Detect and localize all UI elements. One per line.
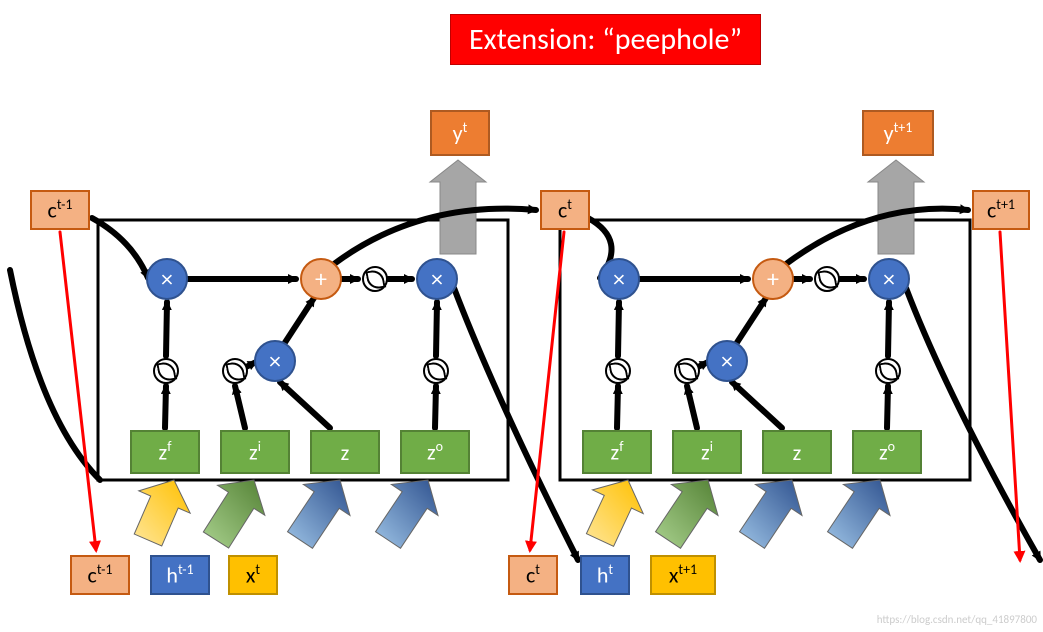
y-output: yt+1 — [862, 110, 934, 156]
y-output: yt — [430, 110, 490, 156]
gate-z: z — [762, 430, 832, 474]
op-mul_i: × — [706, 340, 748, 382]
op-mul_f: × — [146, 258, 188, 300]
diagram-title: Extension: “peephole” — [450, 14, 761, 65]
op-mul_i: × — [254, 340, 296, 382]
gate-z_i: zi — [220, 430, 290, 474]
h-input: ht — [580, 555, 630, 595]
c-peephole-in: ct-1 — [70, 555, 130, 595]
sigmoid-sig_o — [875, 358, 901, 384]
op-add: + — [752, 258, 794, 300]
c-state-out: ct+1 — [972, 190, 1030, 230]
sigmoid-sig_i — [674, 358, 700, 384]
sigmoid-sig_o — [423, 358, 449, 384]
gate-z_o: zo — [400, 430, 470, 474]
x-input: xt — [228, 555, 278, 595]
op-add: + — [300, 258, 342, 300]
c-state-out: ct — [540, 190, 590, 230]
op-mul_o: × — [868, 258, 910, 300]
sigmoid-sig_c — [362, 266, 388, 292]
op-mul_f: × — [598, 258, 640, 300]
sigmoid-sig_c — [814, 266, 840, 292]
sigmoid-sig_f — [153, 358, 179, 384]
gate-z: z — [310, 430, 380, 474]
gate-z_f: zf — [582, 430, 652, 474]
h-input: ht-1 — [150, 555, 210, 595]
gate-z_f: zf — [130, 430, 200, 474]
sigmoid-sig_f — [605, 358, 631, 384]
x-input: xt+1 — [650, 555, 716, 595]
c-peephole-in: ct — [508, 555, 558, 595]
watermark: https://blog.csdn.net/qq_41897800 — [877, 613, 1037, 626]
op-mul_o: × — [416, 258, 458, 300]
sigmoid-sig_i — [222, 358, 248, 384]
gate-z_o: zo — [852, 430, 922, 474]
c-state-in: ct-1 — [30, 190, 90, 230]
gate-z_i: zi — [672, 430, 742, 474]
